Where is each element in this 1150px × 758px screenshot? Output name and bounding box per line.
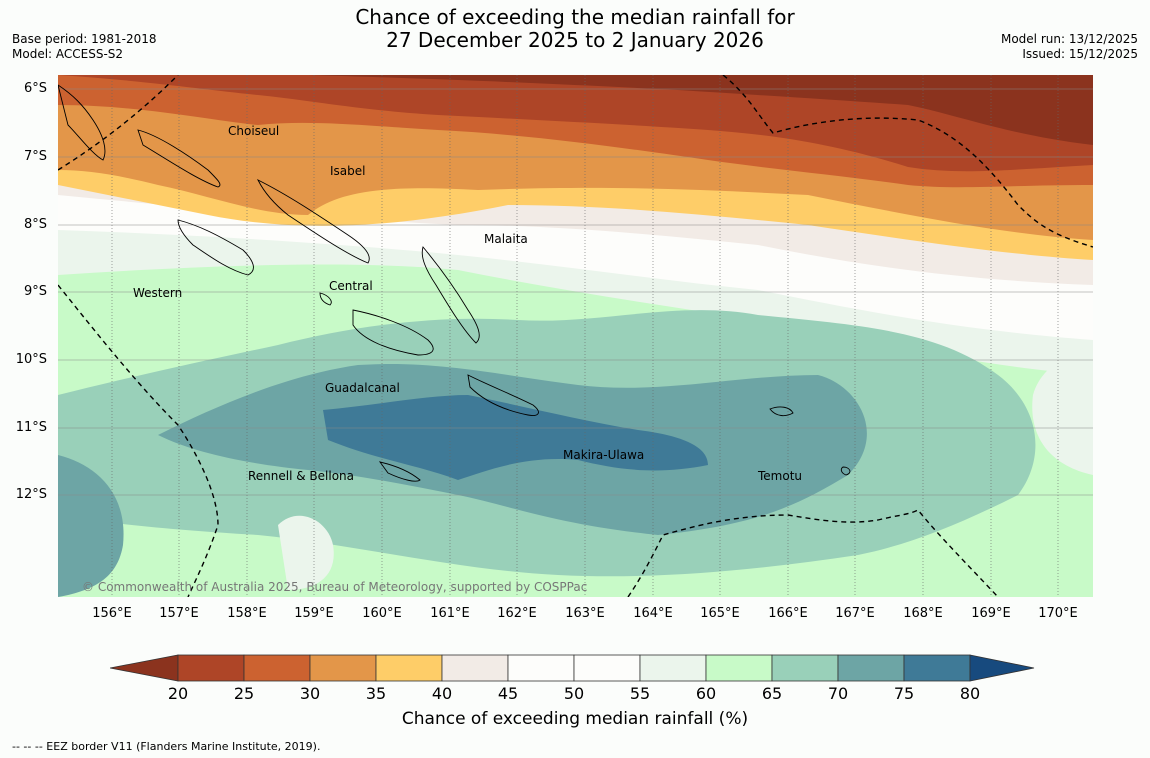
lat-label-10s: 10°S	[15, 352, 47, 367]
eez-borders	[58, 75, 1093, 597]
colorbar-swatch-55-60	[639, 654, 707, 682]
lon-label-169e: 169°E	[971, 606, 1011, 621]
lat-label-9s: 9°S	[23, 284, 47, 299]
cbar-tick-60: 60	[695, 684, 717, 703]
label-guadalcanal: Guadalcanal	[325, 381, 400, 395]
graticule	[111, 75, 1059, 597]
colorbar-swatch-70-75	[837, 654, 905, 682]
lon-label-165e: 165°E	[700, 606, 740, 621]
label-choiseul: Choiseul	[228, 124, 280, 138]
colorbar	[110, 654, 1035, 682]
meta-left: Base period: 1981-2018 Model: ACCESS-S2	[12, 32, 157, 62]
cbar-tick-35: 35	[365, 684, 387, 703]
eez-north-west	[58, 75, 179, 171]
lon-label-166e: 166°E	[768, 606, 808, 621]
coast-rennell	[378, 461, 421, 482]
colorbar-swatch-45-50	[507, 654, 575, 682]
coast-choiseul	[137, 129, 221, 188]
lon-label-167e: 167°E	[835, 606, 875, 621]
band-60-65-e	[1032, 345, 1093, 475]
cbar-tick-80: 80	[959, 684, 981, 703]
lon-label-170e: 170°E	[1038, 606, 1078, 621]
band-60-65-s	[278, 515, 334, 590]
copyright-notice: © Commonwealth of Australia 2025, Bureau…	[82, 580, 588, 594]
cbar-tick-50: 50	[563, 684, 585, 703]
colorbar-swatch-65-70	[771, 654, 839, 682]
eez-north-east	[722, 75, 1093, 248]
lat-label-11s: 11°S	[15, 420, 47, 435]
cbar-tick-70: 70	[827, 684, 849, 703]
colorbar-swatch-30-35	[309, 654, 377, 682]
lat-label-7s: 7°S	[23, 149, 47, 164]
colorbar-swatch-60-65	[705, 654, 773, 682]
eez-west	[58, 284, 219, 597]
lat-label-8s: 8°S	[23, 217, 47, 232]
lon-label-159e: 159°E	[294, 606, 334, 621]
colorbar-swatch-20-25	[177, 654, 245, 682]
colorbar-swatch-35-40	[375, 654, 443, 682]
chart-title-line1: Chance of exceeding the median rainfall …	[355, 5, 795, 29]
label-isabel: Isabel	[330, 164, 366, 178]
meta-right: Model run: 13/12/2025 Issued: 15/12/2025	[1001, 32, 1138, 62]
coast-temotu-small	[840, 466, 851, 476]
cbar-tick-40: 40	[431, 684, 453, 703]
colorbar-swatch-50-55	[573, 654, 641, 682]
coast-makira	[467, 374, 539, 416]
coast-isabel	[256, 178, 370, 264]
cbar-tick-65: 65	[761, 684, 783, 703]
colorbar-swatch-75-80	[903, 654, 971, 682]
colorbar-under-arrow	[110, 654, 179, 682]
cbar-tick-25: 25	[233, 684, 255, 703]
eez-legend-note: -- -- -- EEZ border V11 (Flanders Marine…	[12, 740, 321, 753]
coast-new-georgia	[177, 219, 254, 276]
issued-date: Issued: 15/12/2025	[1022, 47, 1138, 61]
label-temotu: Temotu	[758, 469, 803, 483]
cbar-tick-75: 75	[893, 684, 915, 703]
lon-label-161e: 161°E	[430, 606, 470, 621]
model-run: Model run: 13/12/2025	[1000, 32, 1138, 46]
band-below-20	[308, 75, 1093, 145]
label-western: Western	[133, 286, 183, 300]
coastlines	[58, 84, 851, 482]
eez-south	[627, 509, 999, 597]
lon-label-156e: 156°E	[92, 606, 132, 621]
lon-label-157e: 157°E	[159, 606, 199, 621]
coast-malaita	[421, 246, 480, 344]
coast-guadalcanal	[352, 309, 434, 356]
lon-label-162e: 162°E	[497, 606, 537, 621]
colorbar-title: Chance of exceeding median rainfall (%)	[401, 709, 749, 729]
cbar-tick-30: 30	[299, 684, 321, 703]
lon-label-163e: 163°E	[565, 606, 605, 621]
lon-label-160e: 160°E	[362, 606, 402, 621]
cbar-tick-55: 55	[629, 684, 651, 703]
label-makira-ulawa: Makira-Ulawa	[563, 448, 645, 462]
coast-santa-cruz	[769, 406, 794, 417]
label-rennell-bellona: Rennell & Bellona	[248, 469, 355, 483]
coast-bougainville	[58, 84, 106, 161]
band-70-75-sw	[58, 455, 124, 597]
label-central: Central	[329, 279, 373, 293]
colorbar-swatch-40-45	[441, 654, 509, 682]
band-above-80	[323, 395, 708, 480]
cbar-tick-45: 45	[497, 684, 519, 703]
colorbar-over-arrow	[969, 654, 1035, 682]
chart-title-line2: 27 December 2025 to 2 January 2026	[386, 28, 764, 52]
lat-lines	[58, 88, 1093, 496]
lat-label-12s: 12°S	[15, 487, 47, 502]
label-malaita: Malaita	[484, 232, 528, 246]
cbar-tick-20: 20	[167, 684, 189, 703]
coast-central	[319, 292, 332, 306]
lon-label-168e: 168°E	[903, 606, 943, 621]
lon-label-158e: 158°E	[227, 606, 267, 621]
colorbar-swatch-25-30	[243, 654, 311, 682]
rainfall-map	[58, 75, 1093, 597]
lat-label-6s: 6°S	[23, 81, 47, 96]
base-period: Base period: 1981-2018	[12, 32, 157, 46]
lon-label-164e: 164°E	[633, 606, 673, 621]
model-name: Model: ACCESS-S2	[12, 47, 124, 61]
